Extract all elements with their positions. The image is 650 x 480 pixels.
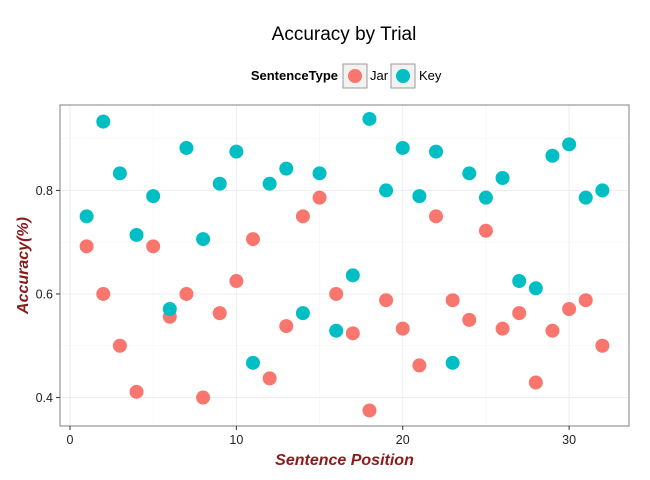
data-point-jar bbox=[445, 293, 460, 308]
data-point-key bbox=[395, 140, 410, 155]
data-point-key bbox=[362, 111, 377, 126]
data-point-key bbox=[495, 171, 510, 186]
x-tick-label: 30 bbox=[562, 433, 576, 447]
data-point-key bbox=[196, 232, 211, 247]
data-point-key bbox=[562, 137, 577, 152]
data-point-key bbox=[445, 355, 460, 370]
data-points bbox=[79, 111, 610, 418]
data-point-key bbox=[245, 355, 260, 370]
data-point-jar bbox=[79, 239, 94, 254]
data-point-key bbox=[329, 323, 344, 338]
data-point-jar bbox=[245, 232, 260, 247]
data-point-key bbox=[429, 144, 444, 159]
data-point-key bbox=[545, 148, 560, 163]
data-point-key bbox=[262, 176, 277, 191]
data-point-key bbox=[129, 227, 144, 242]
legend-label-jar: Jar bbox=[370, 68, 389, 83]
data-point-key bbox=[295, 306, 310, 321]
data-point-jar bbox=[528, 375, 543, 390]
data-point-jar bbox=[96, 286, 111, 301]
data-point-key bbox=[229, 144, 244, 159]
data-point-key bbox=[212, 176, 227, 191]
data-point-jar bbox=[196, 390, 211, 405]
data-point-jar bbox=[545, 323, 560, 338]
data-point-jar bbox=[412, 358, 427, 373]
data-point-key bbox=[312, 166, 327, 181]
data-point-jar bbox=[229, 274, 244, 289]
legend: SentenceType Jar Key bbox=[251, 63, 442, 89]
data-point-key bbox=[578, 190, 593, 205]
data-point-key bbox=[478, 190, 493, 205]
y-tick-label: 0.6 bbox=[36, 287, 53, 301]
data-point-jar bbox=[595, 338, 610, 353]
data-point-jar bbox=[362, 403, 377, 418]
plot-area bbox=[60, 105, 629, 426]
data-point-key bbox=[79, 209, 94, 224]
y-axis-title: Accuracy(%) bbox=[15, 217, 32, 315]
data-point-key bbox=[595, 183, 610, 198]
data-point-jar bbox=[329, 286, 344, 301]
legend-label-key: Key bbox=[419, 68, 442, 83]
data-point-key bbox=[112, 166, 127, 181]
x-tick-label: 0 bbox=[67, 433, 74, 447]
data-point-jar bbox=[379, 293, 394, 308]
x-tick-label: 10 bbox=[229, 433, 243, 447]
x-axis-title: Sentence Position bbox=[275, 452, 414, 469]
data-point-key bbox=[179, 140, 194, 155]
axis-ticks: 0 10 20 30 0.4 0.6 0.8 bbox=[36, 184, 576, 447]
data-point-key bbox=[279, 161, 294, 176]
plot-border bbox=[59, 104, 630, 427]
data-point-key bbox=[528, 281, 543, 296]
series-key bbox=[79, 111, 610, 370]
data-point-jar bbox=[395, 321, 410, 336]
data-point-jar bbox=[478, 223, 493, 238]
data-point-jar bbox=[295, 209, 310, 224]
data-point-key bbox=[512, 274, 527, 289]
legend-key-jar bbox=[342, 63, 368, 89]
data-point-jar bbox=[495, 321, 510, 336]
y-tick-label: 0.4 bbox=[36, 391, 53, 405]
data-point-jar bbox=[179, 286, 194, 301]
data-point-jar bbox=[462, 312, 477, 327]
data-point-jar bbox=[562, 301, 577, 316]
chart-title: Accuracy by Trial bbox=[272, 24, 417, 45]
y-tick-label: 0.8 bbox=[36, 184, 53, 198]
series-jar bbox=[79, 190, 610, 418]
data-point-jar bbox=[345, 326, 360, 341]
data-point-jar bbox=[146, 239, 161, 254]
data-point-jar bbox=[129, 384, 144, 399]
data-point-key bbox=[462, 166, 477, 181]
data-point-key bbox=[96, 114, 111, 129]
data-point-key bbox=[162, 301, 177, 316]
data-point-jar bbox=[262, 371, 277, 386]
data-point-key bbox=[412, 189, 427, 204]
data-point-jar bbox=[112, 338, 127, 353]
data-point-jar bbox=[312, 190, 327, 205]
data-point-key bbox=[379, 183, 394, 198]
data-point-jar bbox=[429, 209, 444, 224]
legend-marker-key bbox=[396, 69, 410, 83]
legend-title: SentenceType bbox=[251, 68, 338, 83]
data-point-jar bbox=[578, 293, 593, 308]
data-point-jar bbox=[512, 306, 527, 321]
data-point-jar bbox=[279, 319, 294, 334]
x-tick-label: 20 bbox=[396, 433, 410, 447]
data-point-key bbox=[345, 268, 360, 283]
legend-marker-jar bbox=[348, 69, 362, 83]
data-point-key bbox=[146, 189, 161, 204]
data-point-jar bbox=[212, 306, 227, 321]
